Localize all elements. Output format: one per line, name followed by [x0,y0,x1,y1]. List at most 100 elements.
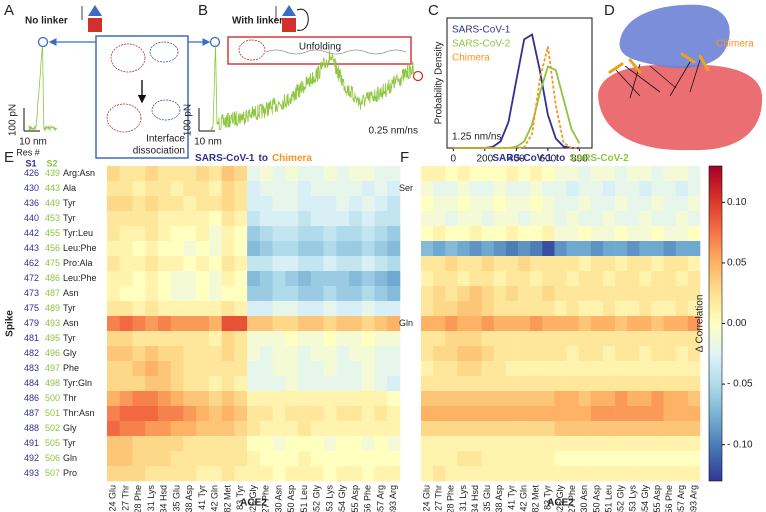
heatmap-cell [421,301,434,317]
heatmap-cell [298,331,312,347]
heatmap-cell [107,451,121,467]
heatmap-cell [336,226,350,242]
row-header: S2 [46,158,57,168]
heatmap-cell [119,196,133,212]
heatmap-cell [298,436,312,452]
heatmap-cell [554,181,567,197]
heatmap-cell [505,226,519,242]
row-s1: 473 [24,288,39,298]
marker-circle [209,36,221,48]
heatmap-cell [590,361,604,377]
heatmap-cell [132,271,146,287]
heatmap-cell [349,166,363,182]
heatmap-cell [554,451,567,467]
heatmap-cell [530,316,543,332]
heatmap-cell [208,421,222,437]
row-s2: 500 [45,393,60,403]
heatmap-cell [298,376,312,392]
heatmap-cell [208,331,222,347]
heatmap-cell [361,226,375,242]
heatmap-cell [445,196,458,212]
heatmap-cell [119,346,133,362]
heatmap-cell [457,196,470,212]
heatmap-cell [272,451,286,467]
heatmap-cell [493,196,507,212]
heatmap-cell [602,316,616,332]
heatmap-cell [627,196,640,212]
heatmap-cell [687,241,701,257]
heatmap-cell [615,181,628,197]
heatmap-cell [107,211,121,227]
heatmap-cell [336,391,350,407]
heatmap-cell [183,181,197,197]
heatmap-cell [157,256,171,272]
heatmap-cell [336,406,350,422]
heatmap-cell [361,181,375,197]
heatmap-cell [602,346,616,362]
heatmap-cell [247,241,261,257]
heatmap-cell [675,316,689,332]
heatmap-cell [651,271,664,287]
heatmap-cell [687,226,701,242]
column-label: 41 Tyr [197,485,207,510]
heatmap-cell [554,301,567,317]
heatmap-cell [119,181,133,197]
heatmap-cell [374,421,388,437]
heatmap-cell [663,376,677,392]
heatmap-cell [542,316,555,332]
heatmap-cell [675,376,689,392]
heatmap-cell [481,226,495,242]
heatmap-cell [651,301,664,317]
heatmap-cell [272,406,286,422]
heatmap-cell [566,331,579,347]
heatmap-cell [590,166,604,182]
heatmap-cell [132,166,146,182]
heatmap-cell [208,301,222,317]
heatmap-cell [247,196,261,212]
heatmap-cell [457,226,470,242]
heatmap-cell [107,316,121,332]
heatmap-cell [518,316,531,332]
heatmap-cell [285,316,299,332]
heatmap-cell [469,166,482,182]
heatmap-cell [387,166,401,182]
heatmap-cell [107,286,121,302]
heatmap-cell [361,331,375,347]
column-label: 41 Tyr [506,485,516,510]
heatmap-cell [639,376,652,392]
heatmap-cell [651,256,664,272]
heatmap-cell [421,241,434,257]
heatmap-cell [481,406,495,422]
heatmap-cell [387,226,401,242]
heatmap-cell [421,271,434,287]
heatmap-cell [208,406,222,422]
heatmap-cell [349,226,363,242]
heatmap-cell [234,316,248,332]
heatmap-cell [493,331,507,347]
heatmap-cell [433,256,446,272]
heatmap-cell [234,226,248,242]
heatmap-cell [590,301,604,317]
heatmap-cell [208,211,222,227]
heatmap-cell [247,166,261,182]
heatmap-cell [590,286,604,302]
heatmap-cell [157,421,171,437]
heatmap-cell [361,451,375,467]
heatmap-cell [298,196,312,212]
heatmap-cell [663,286,677,302]
heatmap-cell [323,331,337,347]
heatmap-cell [119,286,133,302]
heatmap-cell [157,331,171,347]
heatmap-cell [554,166,567,182]
row-s1: 440 [24,213,39,223]
heatmap-cell [221,331,235,347]
heatmap-cell [578,241,592,257]
heatmap-cell [196,391,210,407]
heatmap-cell [421,466,434,482]
heatmap-cell [651,421,664,437]
heatmap-cell [183,361,197,377]
heatmap-cell [505,391,519,407]
heatmap-cell [361,406,375,422]
title-part: SARS-CoV-2 [569,153,629,164]
heatmap-cell [323,226,337,242]
